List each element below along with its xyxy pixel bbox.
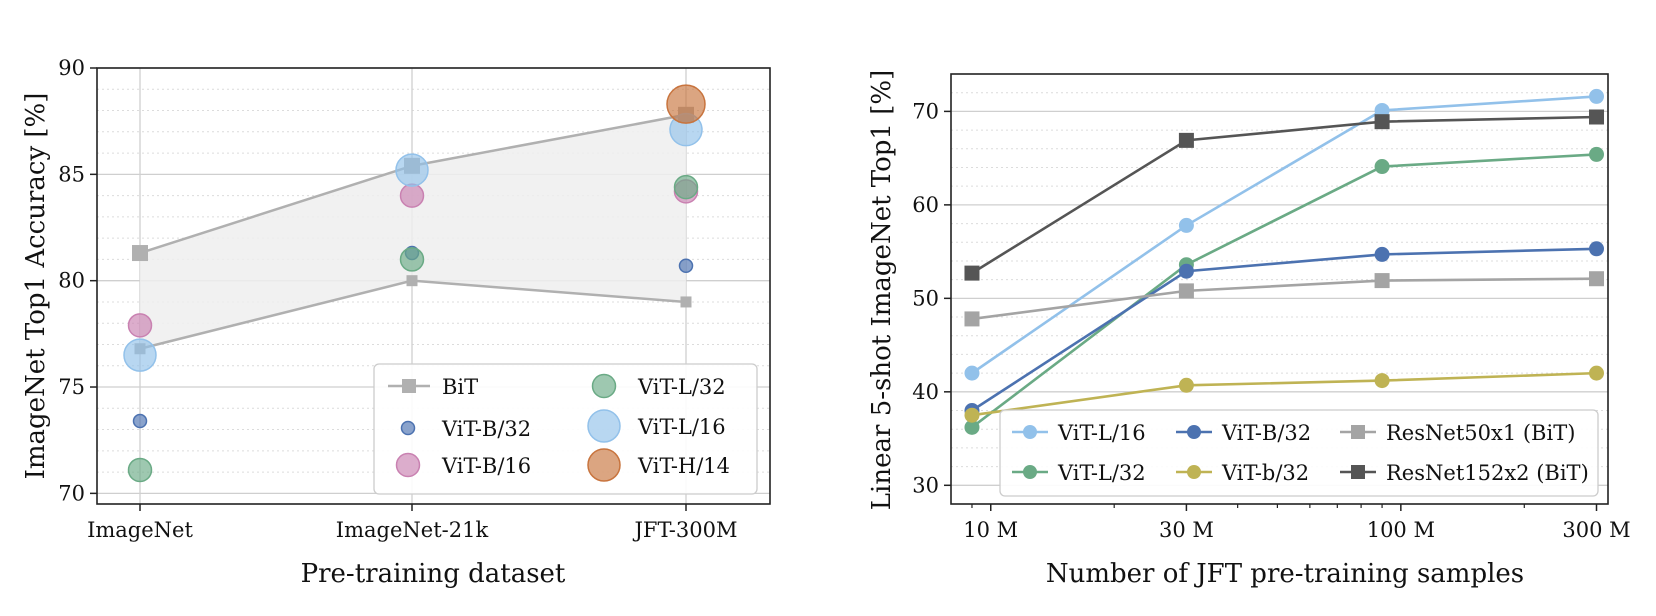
line-resnet50x1-bit (971, 277, 1597, 321)
legend-label-vit-l-16: ViT-L/16 (1057, 421, 1146, 445)
legend-label-resnet50x1-bit: ResNet50x1 (BiT) (1386, 421, 1575, 445)
legend-marker-resnet50x1-bit (1351, 425, 1365, 439)
legend-label-vit-b-32: ViT-B/32 (1221, 421, 1311, 445)
line-vit-l-32 (971, 153, 1597, 429)
left-ticks: 70 75 80 85 90 ImageNet ImageNet-21k JFT-300M (58, 56, 737, 542)
right-xtick-label: 10 M (963, 518, 1018, 542)
legend-marker-vit-b-16 (395, 452, 421, 478)
point-vit-l-32 (673, 174, 699, 200)
legend-label-vit-b-32: ViT-b/32 (1221, 461, 1309, 485)
marker-vit-b-32 (1178, 377, 1194, 393)
left-legend: BiT ViT-B/32 ViT-B/16 ViT-L/32 ViT-L/16 ViT-H… (373, 363, 758, 495)
point-vit-l-32 (127, 457, 153, 483)
marker-vit-l-32 (1374, 159, 1390, 175)
marker-resnet50x1-bit (1374, 273, 1390, 289)
right-plot-frame (950, 73, 1609, 505)
right-chart: 30 40 50 60 70 10 M 30 M 100 M 300 M Number of J… (867, 70, 1631, 589)
left-ytick-label: 75 (58, 375, 85, 399)
legend-marker-vit-h-14 (587, 448, 621, 482)
right-xtick-label: 100 M (1367, 518, 1435, 542)
legend-marker-vit-b-32 (400, 420, 416, 436)
line-vit-b-32 (971, 371, 1597, 417)
right-ytick-label: 40 (912, 380, 939, 404)
marker-resnet50x1-bit (1178, 283, 1194, 299)
right-xlabel: Number of JFT pre-training samples (1046, 559, 1524, 589)
right-legend: ViT-L/16 ViT-L/32 ViT-B/32 ViT-b/32 ResNet50… (999, 409, 1599, 497)
marker-vit-l-16 (1178, 217, 1194, 233)
bit-lower-marker (680, 296, 692, 308)
marker-resnet152x2-bit (1589, 109, 1605, 125)
point-vit-b-32 (678, 258, 694, 274)
left-chart: 70 75 80 85 90 ImageNet ImageNet-21k JFT-300M P… (21, 56, 771, 589)
point-vit-l-32 (399, 247, 425, 272)
marker-vit-b-32 (1374, 246, 1390, 262)
point-vit-b-32 (132, 413, 148, 429)
left-ytick-label: 80 (58, 269, 85, 293)
marker-vit-l-32 (964, 419, 980, 435)
line-vit-b-32 (971, 247, 1597, 412)
line-resnet152x2-bit (971, 115, 1597, 275)
left-xlabel: Pre-training dataset (301, 559, 566, 589)
legend-marker-resnet152x2-bit (1351, 465, 1365, 479)
point-vit-h-14 (666, 84, 706, 124)
marker-vit-b-32 (964, 407, 980, 423)
legend-marker-vit-l-32 (1023, 465, 1037, 479)
legend-label-vit-l-32: ViT-L/32 (637, 375, 726, 399)
bit-upper-marker (132, 245, 148, 262)
left-ytick-label: 70 (58, 481, 85, 505)
right-ytick-label: 70 (912, 99, 939, 123)
marker-resnet152x2-bit (1374, 114, 1390, 130)
left-xtick-label: ImageNet-21k (336, 518, 489, 542)
point-vit-b-16 (127, 313, 153, 338)
marker-vit-l-32 (1589, 146, 1605, 162)
right-lines (964, 88, 1605, 435)
legend-label-vit-l-16: ViT-L/16 (637, 415, 726, 439)
marker-vit-b-32 (1589, 365, 1605, 381)
right-xtick-label: 30 M (1159, 518, 1214, 542)
left-plot-frame (96, 67, 771, 505)
marker-vit-l-16 (1589, 88, 1605, 104)
legend-marker-vit-l-32 (591, 373, 617, 399)
left-ylabel: ImageNet Top1 Accuracy [%] (21, 93, 51, 480)
legend-marker-vit-b-32 (1187, 425, 1201, 439)
legend-label-vit-l-32: ViT-L/32 (1057, 461, 1146, 485)
legend-label-vit-b-16: ViT-B/16 (441, 454, 531, 478)
marker-resnet50x1-bit (964, 311, 980, 327)
legend-label-bit: BiT (442, 375, 478, 399)
legend-marker-vit-l-16 (1023, 425, 1037, 439)
right-ylabel: Linear 5-shot ImageNet Top1 [%] (867, 70, 897, 510)
right-ytick-label: 30 (912, 473, 939, 497)
line-vit-l-16 (971, 95, 1597, 375)
right-legend-box (999, 409, 1599, 497)
marker-resnet50x1-bit (1589, 271, 1605, 287)
marker-vit-b-32 (1589, 241, 1605, 257)
left-ytick-label: 85 (58, 162, 85, 186)
legend-label-resnet152x2-bit: ResNet152x2 (BiT) (1386, 461, 1589, 485)
left-points (123, 84, 706, 483)
marker-resnet152x2-bit (1178, 132, 1194, 148)
right-ytick-label: 50 (912, 286, 939, 310)
marker-vit-l-16 (964, 365, 980, 381)
left-xtick-label: ImageNet (87, 518, 193, 542)
bit-lower-marker (406, 275, 418, 287)
point-vit-l-16 (395, 153, 429, 187)
right-xtick-label: 300 M (1562, 518, 1630, 542)
legend-label-vit-b-32: ViT-B/32 (441, 417, 531, 441)
point-vit-b-16 (399, 183, 425, 208)
left-legend-box (373, 363, 758, 495)
point-vit-l-16 (123, 338, 157, 372)
legend-label-vit-h-14: ViT-H/14 (637, 454, 730, 478)
marker-vit-b-32 (1374, 373, 1390, 389)
marker-resnet152x2-bit (964, 265, 980, 281)
right-ytick-label: 60 (912, 193, 939, 217)
legend-bit-marker (402, 379, 416, 393)
right-ticks: 30 40 50 60 70 10 M 30 M 100 M 300 M (912, 99, 1630, 542)
legend-marker-vit-l-16 (587, 409, 621, 443)
legend-marker-vit-b-32 (1187, 465, 1201, 479)
left-xtick-label: JFT-300M (633, 518, 738, 542)
marker-vit-b-32 (1178, 263, 1194, 279)
left-ytick-label: 90 (58, 56, 85, 80)
